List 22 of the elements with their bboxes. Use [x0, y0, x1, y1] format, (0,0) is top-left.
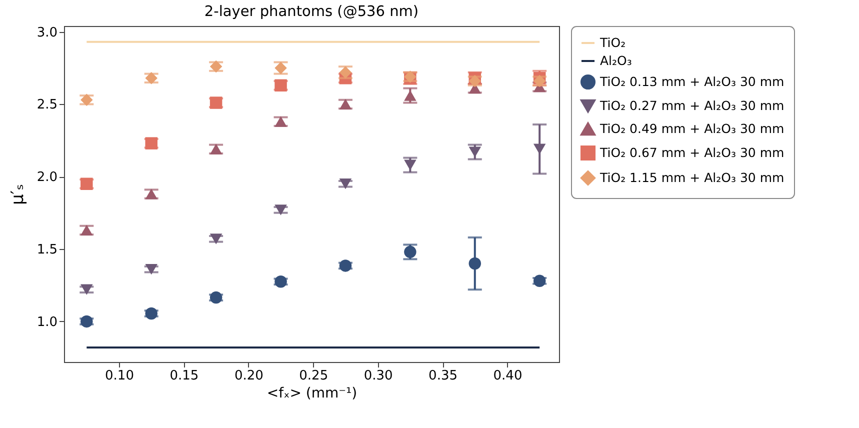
x-tick-label: 0.35: [428, 368, 458, 384]
x-tick-label: 0.15: [170, 368, 199, 384]
legend-label: TiO₂ 0.13 mm + Al₂O₃ 30 mm: [599, 74, 784, 89]
y-tick-label: 2.5: [36, 98, 58, 113]
legend-label: Al₂O₃: [600, 53, 632, 68]
x-axis-title: <fₓ> (mm⁻¹): [266, 386, 358, 402]
legend-label: TiO₂ 1.15 mm + Al₂O₃ 30 mm: [599, 170, 784, 185]
x-tick-label: 0.20: [234, 368, 264, 384]
y-axis-title: μ′ₛ: [8, 184, 28, 206]
legend-label: TiO₂: [599, 35, 626, 50]
y-tick-label: 1.5: [36, 242, 58, 258]
y-tick-label: 2.0: [36, 170, 58, 186]
x-tick-label: 0.25: [299, 368, 328, 384]
legend-label: TiO₂ 0.49 mm + Al₂O₃ 30 mm: [599, 121, 784, 136]
legend-label: TiO₂ 0.27 mm + Al₂O₃ 30 mm: [599, 98, 784, 113]
x-tick-label: 0.10: [105, 368, 134, 384]
legend-label: TiO₂ 0.67 mm + Al₂O₃ 30 mm: [599, 145, 784, 160]
y-tick-label: 1.0: [36, 314, 58, 330]
y-tick-label: 3.0: [36, 25, 58, 40]
x-tick-label: 0.30: [364, 368, 393, 384]
x-tick-label: 0.40: [493, 368, 522, 384]
chart-title: 2-layer phantoms (@536 nm): [204, 4, 419, 20]
